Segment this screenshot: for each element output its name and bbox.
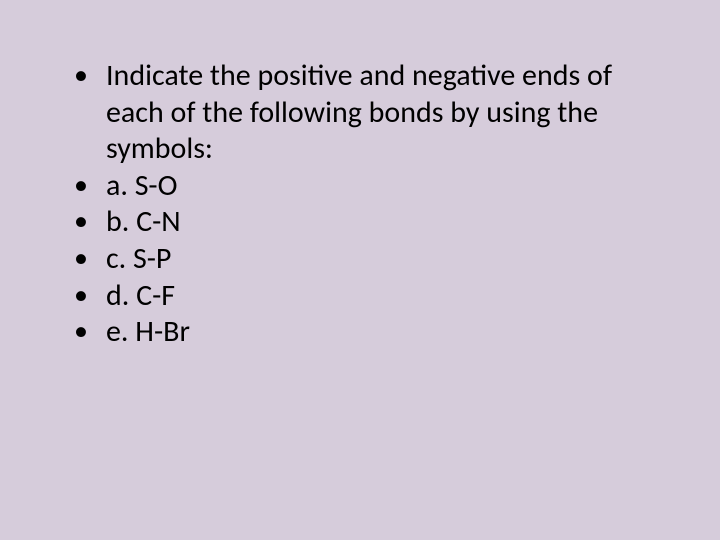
list-item-text: Indicate the positive and negative ends … [106, 57, 612, 167]
list-item: a. S-O [68, 168, 670, 205]
list-item: d. C-F [68, 278, 670, 315]
list-item-text: a. S-O [106, 167, 177, 204]
list-item: c. S-P [68, 241, 670, 278]
list-item-text: b. C-N [106, 203, 181, 240]
list-item: e. H-Br [68, 314, 670, 351]
list-item-text: c. S-P [106, 240, 171, 277]
slide: Indicate the positive and negative ends … [0, 0, 720, 540]
bullet-list: Indicate the positive and negative ends … [68, 58, 670, 351]
list-item: Indicate the positive and negative ends … [68, 58, 670, 168]
list-item-text: d. C-F [106, 277, 175, 314]
list-item-text: e. H-Br [106, 313, 190, 350]
list-item: b. C-N [68, 204, 670, 241]
